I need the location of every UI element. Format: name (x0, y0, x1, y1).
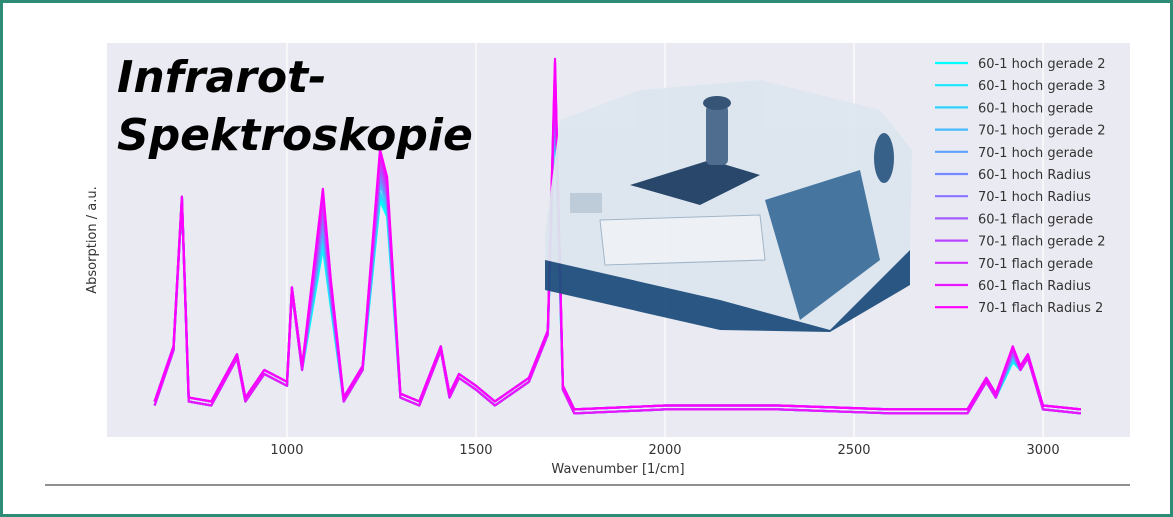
x-tick-label: 3000 (1027, 443, 1060, 458)
legend-label: 70-1 hoch gerade 2 (978, 124, 1106, 139)
legend-label: 60-1 hoch Radius (978, 168, 1091, 183)
photo-knob (706, 105, 728, 165)
legend-label: 70-1 flach gerade (978, 257, 1093, 272)
title-line: Infrarot- (117, 52, 326, 103)
legend-label: 60-1 hoch gerade (978, 101, 1093, 116)
photo-door (600, 215, 765, 265)
photo-window (874, 133, 894, 183)
legend-label: 60-1 hoch gerade 2 (978, 57, 1106, 72)
title-line: Spektroskopie (117, 110, 473, 161)
legend-label: 70-1 flach Radius 2 (978, 301, 1103, 316)
photo-knob-top (703, 96, 731, 110)
legend-label: 70-1 flach gerade 2 (978, 235, 1106, 250)
legend-label: 70-1 hoch Radius (978, 190, 1091, 205)
chart: 60-1 hoch gerade 2 60-1 hoch gerade 3 60-1… (0, 0, 1173, 517)
legend-label: 70-1 hoch gerade (978, 146, 1093, 161)
x-axis-label: Wavenumber [1/cm] (551, 462, 684, 477)
legend-label: 60-1 flach gerade (978, 212, 1093, 227)
spectrometer-photo (545, 80, 912, 332)
legend-label: 60-1 hoch gerade 3 (978, 79, 1106, 94)
x-tick-label: 2500 (837, 443, 870, 458)
x-tick-label: 2000 (648, 443, 681, 458)
y-axis-label: Absorption / a.u. (85, 186, 100, 294)
legend-label: 60-1 flach Radius (978, 279, 1091, 294)
photo-badge (570, 193, 602, 213)
x-tick-label: 1000 (270, 443, 303, 458)
x-tick-label: 1500 (459, 443, 492, 458)
